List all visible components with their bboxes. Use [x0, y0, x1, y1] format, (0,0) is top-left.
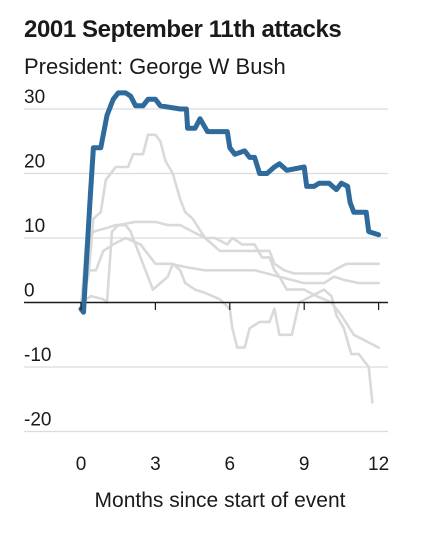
- y-tick-label-30: 30: [24, 87, 45, 108]
- context-series-lines: [79, 133, 380, 404]
- y-tick-label-20: 20: [24, 152, 45, 173]
- y-tick-label--20: -20: [24, 410, 51, 431]
- x-tick-labels: 0 3 6 9 12: [76, 303, 389, 475]
- y-tick-labels: 30 20 10 0 -10 -20: [24, 87, 51, 431]
- context-series-line-2: [79, 223, 374, 404]
- context-series-line-3: [79, 220, 380, 304]
- highlight-series-line: [78, 90, 382, 315]
- x-axis-title: Months since start of event: [95, 489, 346, 512]
- x-tick-label-3: 3: [150, 454, 161, 475]
- x-tick-label-12: 12: [368, 454, 389, 475]
- chart-subtitle: President: George W Bush: [24, 54, 286, 79]
- y-tick-label-10: 10: [24, 216, 45, 237]
- y-tick-label--10: -10: [24, 345, 51, 366]
- x-tick-label-0: 0: [76, 454, 87, 475]
- x-tick-label-6: 6: [225, 454, 236, 475]
- y-tick-label-0: 0: [24, 281, 35, 302]
- x-tick-label-9: 9: [299, 454, 310, 475]
- highlight-series-line: [78, 90, 382, 315]
- context-series-line-4: [79, 236, 380, 304]
- chart-title: 2001 September 11th attacks: [24, 16, 342, 43]
